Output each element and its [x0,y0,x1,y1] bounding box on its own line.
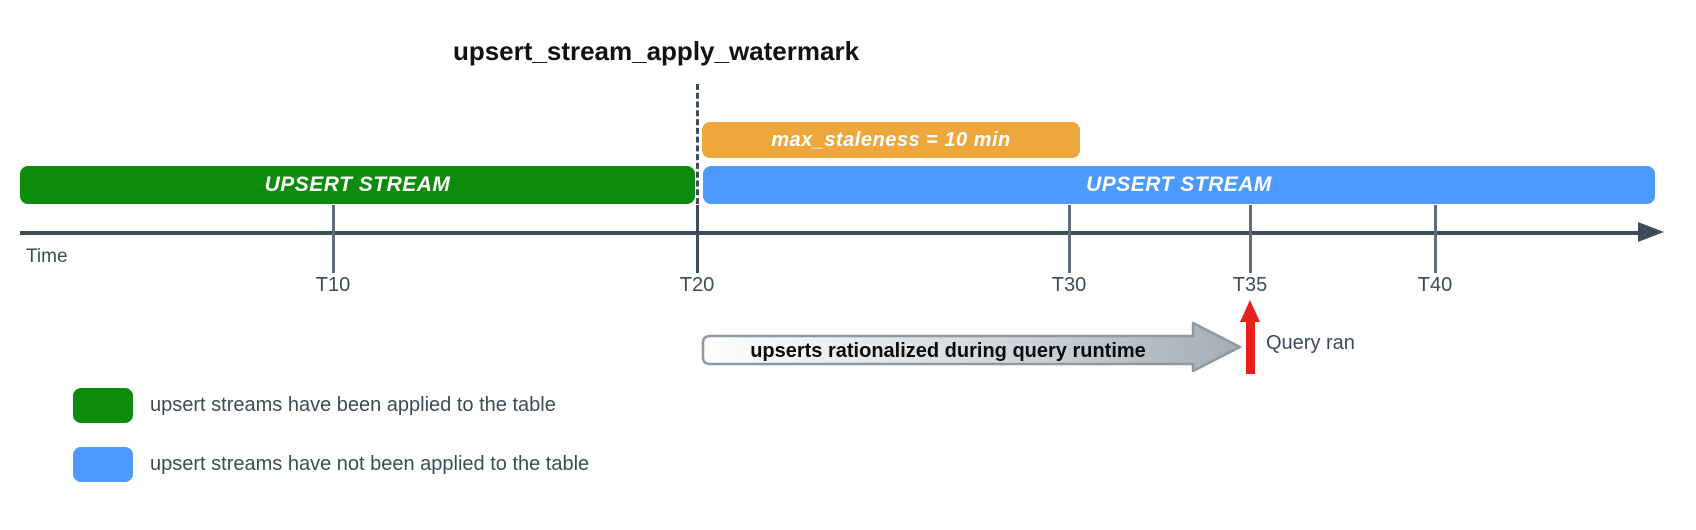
max-staleness-bar: max_staleness = 10 min [702,122,1080,158]
query-ran-arrow-shaft [1246,318,1255,374]
tick-label-t20: T20 [679,274,715,296]
tick-t35 [1249,205,1252,273]
tick-t40 [1434,205,1437,273]
legend-row: upsert streams have been applied to the … [73,388,589,423]
tick-t30 [1068,205,1071,273]
runtime-arrow-label: upserts rationalized during query runtim… [750,340,1146,362]
tick-label-t30: T30 [1051,274,1087,296]
tick-label-t10: T10 [315,274,351,296]
legend-label: upsert streams have been applied to the … [150,394,556,416]
query-ran-label: Query ran [1266,332,1355,354]
diagram-title: upsert_stream_apply_watermark [452,36,860,66]
time-axis-line [20,231,1648,235]
tick-label-t40: T40 [1417,274,1453,296]
time-axis-arrowhead-icon [1638,222,1664,242]
unapplied-upsert-stream-label: UPSERT STREAM [1086,173,1272,196]
tick-label-t35: T35 [1232,274,1268,296]
time-axis-label: Time [26,246,68,267]
legend-swatch-unapplied_blue [73,447,133,482]
tick-t10 [332,205,335,273]
legend: upsert streams have been applied to the … [73,388,589,482]
tick-t20 [696,205,699,273]
legend-label: upsert streams have not been applied to … [150,453,590,475]
legend-row: upsert streams have not been applied to … [73,447,589,482]
legend-swatch-applied_green [73,388,133,423]
query-ran-arrow-icon [1240,300,1260,322]
applied-upsert-stream-label: UPSERT STREAM [264,173,451,196]
max-staleness-label: max_staleness = 10 min [771,128,1011,151]
unapplied-upsert-stream-bar: UPSERT STREAM [703,166,1655,204]
watermark-dashed-line [696,84,699,204]
applied-upsert-stream-bar: UPSERT STREAM [20,166,695,204]
